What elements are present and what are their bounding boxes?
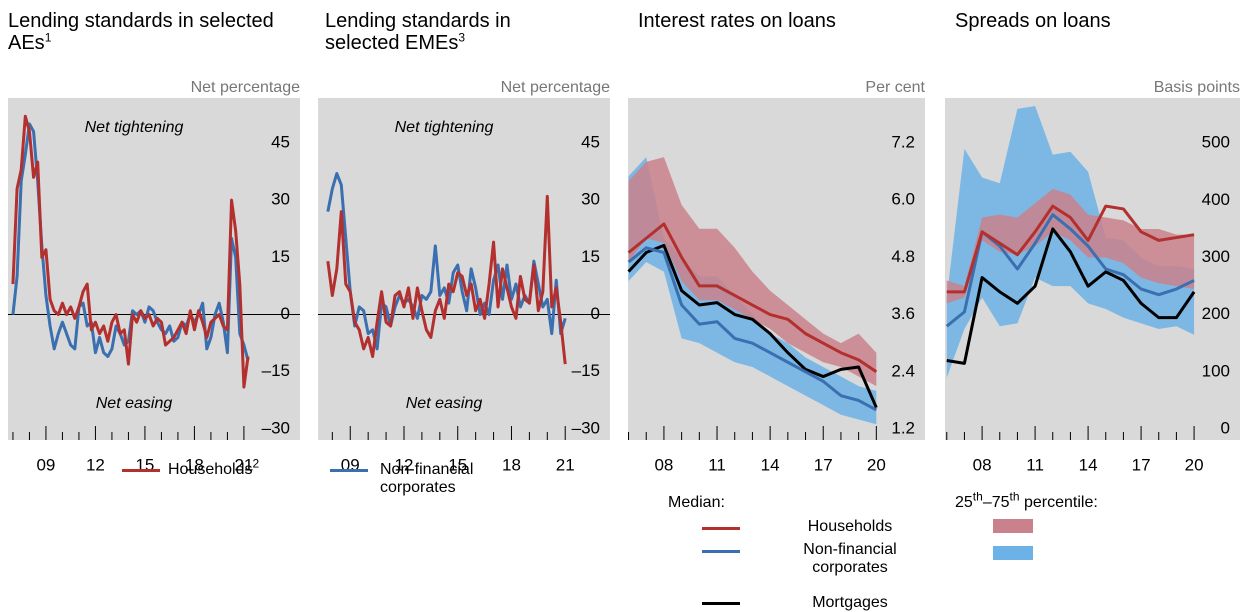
x-tick-label: 18: [502, 455, 521, 474]
x-tick-label: 20: [1185, 455, 1204, 474]
chart-title: Interest rates on loans: [638, 10, 928, 32]
y-tick-label: 0: [1221, 419, 1230, 438]
x-tick-label: 14: [761, 455, 780, 474]
x-tick-label: 21: [556, 455, 575, 474]
axis-unit: Basis points: [1154, 79, 1240, 96]
chart-title: Spreads on loans: [955, 10, 1242, 32]
x-tick-label: 12: [395, 455, 414, 474]
legend-entry: Households2: [168, 458, 259, 479]
y-tick-label: 0: [281, 304, 290, 323]
legend-note: th: [972, 489, 983, 504]
axis-unit: Net percentage: [191, 79, 301, 96]
series-line: [627, 222, 878, 374]
series-line: [326, 194, 567, 365]
y-tick-label: –15: [572, 361, 600, 380]
y-tick-label: 300: [1202, 247, 1230, 266]
y-tick-label: –15: [262, 361, 290, 380]
legend-text: Households: [168, 461, 253, 478]
title-text: Lending standards in selected EMEs: [325, 10, 511, 54]
x-tick-label: 14: [1079, 455, 1098, 474]
legend-text: –75: [982, 494, 1010, 511]
legend-note: 2: [252, 456, 260, 471]
annotation: Net tightening: [395, 119, 494, 136]
percentile-band: [628, 157, 877, 387]
x-tick-label: 08: [973, 455, 992, 474]
x-tick-label: 18: [185, 455, 204, 474]
legend-title: 25th–75th percentile:: [955, 491, 1098, 512]
x-tick-label: 17: [1132, 455, 1151, 474]
legend-swatch: [993, 519, 1033, 533]
axis-unit: Net percentage: [501, 79, 611, 96]
y-tick-label: 1.2: [891, 419, 915, 438]
y-tick-label: 7.2: [891, 132, 915, 151]
legend-note: th: [1009, 489, 1020, 504]
chart-title: Lending standards in selected EMEs3: [325, 10, 575, 54]
y-tick-label: 0: [591, 304, 600, 323]
x-tick-label: 11: [1026, 455, 1044, 474]
title-text: Lending standards in selected AEs: [8, 10, 274, 54]
percentile-band: [946, 188, 1195, 304]
title-text: Spreads on loans: [955, 10, 1111, 32]
series-line: [627, 243, 878, 409]
annotation: Net easing: [406, 395, 483, 412]
y-tick-label: 100: [1202, 361, 1230, 380]
y-tick-label: 2.4: [891, 361, 915, 380]
chart-title: Lending standards in selected AEs1: [8, 10, 298, 54]
legend-text: Mortgages: [812, 594, 888, 611]
series-line: [946, 227, 1196, 365]
y-tick-label: –30: [262, 418, 290, 437]
x-tick-label: 08: [654, 455, 673, 474]
y-tick-label: 4.8: [891, 247, 915, 266]
legend-line: [702, 602, 740, 605]
y-tick-label: 30: [271, 190, 290, 209]
legend-text: Households: [807, 518, 893, 535]
legend-line: [122, 469, 160, 472]
legend-text: 25: [955, 494, 973, 511]
legend-line: [702, 550, 740, 553]
legend-line: [330, 469, 368, 472]
y-tick-label: 500: [1202, 133, 1230, 152]
y-tick-label: –30: [572, 418, 600, 437]
y-tick-label: 6.0: [891, 190, 915, 209]
y-tick-label: 200: [1202, 304, 1230, 323]
series-line: [627, 246, 878, 412]
series-line: [11, 114, 250, 389]
y-tick-label: 400: [1202, 190, 1230, 209]
x-tick-label: 12: [86, 455, 105, 474]
annotation: Net tightening: [85, 119, 184, 136]
x-tick-label: 17: [814, 455, 833, 474]
y-tick-label: 15: [581, 247, 600, 266]
title-note: 1: [44, 30, 52, 45]
annotation: Net easing: [96, 395, 173, 412]
y-tick-label: 45: [581, 132, 600, 151]
axis-unit: Per cent: [865, 79, 925, 96]
x-tick-label: 11: [708, 455, 726, 474]
x-tick-label: 15: [448, 455, 467, 474]
y-tick-label: 30: [581, 190, 600, 209]
series-line: [946, 204, 1195, 294]
plot-background: [8, 98, 300, 440]
percentile-band: [946, 106, 1195, 378]
plot-background: [318, 98, 610, 440]
y-tick-label: 45: [271, 132, 290, 151]
legend-text: Non-financial corporates: [803, 541, 897, 576]
title-text: Interest rates on loans: [638, 10, 836, 32]
y-tick-label: 15: [271, 247, 290, 266]
y-tick-label: 3.6: [891, 304, 915, 323]
legend-text: percentile:: [1019, 494, 1098, 511]
x-tick-label: 21: [234, 455, 253, 474]
x-tick-label: 20: [867, 455, 886, 474]
legend-text: Non-financial corporates: [380, 461, 474, 496]
legend-swatch: [993, 546, 1033, 560]
legend-title: Median:: [668, 494, 725, 511]
x-tick-label: 09: [36, 455, 55, 474]
title-note: 3: [458, 30, 466, 45]
legend-line: [702, 527, 740, 530]
